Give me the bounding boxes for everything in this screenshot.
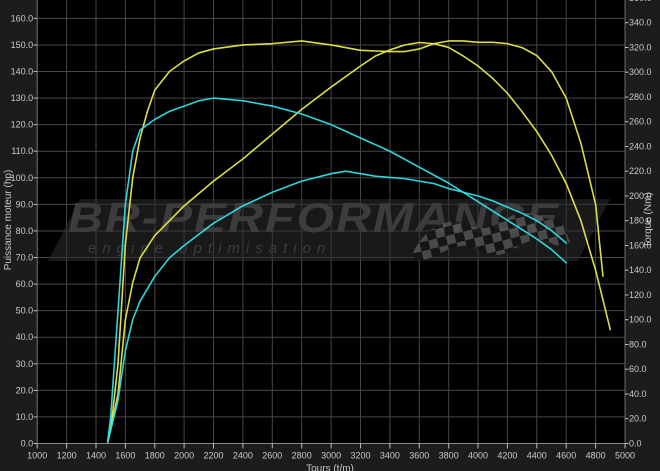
svg-text:1200: 1200 bbox=[57, 451, 77, 461]
svg-text:0.0: 0.0 bbox=[629, 439, 642, 449]
svg-text:1600: 1600 bbox=[115, 451, 135, 461]
svg-text:40.0: 40.0 bbox=[16, 332, 34, 342]
svg-text:60.0: 60.0 bbox=[629, 364, 647, 374]
svg-text:2400: 2400 bbox=[233, 451, 253, 461]
svg-text:3400: 3400 bbox=[380, 451, 400, 461]
svg-text:100.0: 100.0 bbox=[629, 315, 652, 325]
svg-text:280.0: 280.0 bbox=[629, 92, 652, 102]
svg-text:1400: 1400 bbox=[86, 451, 106, 461]
svg-text:140.0: 140.0 bbox=[629, 265, 652, 275]
svg-text:240.0: 240.0 bbox=[629, 142, 652, 152]
svg-text:70.0: 70.0 bbox=[16, 253, 34, 263]
svg-text:140.0: 140.0 bbox=[11, 67, 34, 77]
svg-text:1000: 1000 bbox=[27, 451, 47, 461]
svg-text:90.0: 90.0 bbox=[16, 199, 34, 209]
svg-text:0.0: 0.0 bbox=[21, 439, 34, 449]
svg-text:3600: 3600 bbox=[409, 451, 429, 461]
svg-text:2200: 2200 bbox=[203, 451, 223, 461]
svg-text:4800: 4800 bbox=[586, 451, 606, 461]
svg-text:4400: 4400 bbox=[527, 451, 547, 461]
svg-text:160.0: 160.0 bbox=[11, 13, 34, 23]
svg-text:50.0: 50.0 bbox=[16, 306, 34, 316]
svg-text:150.0: 150.0 bbox=[11, 40, 34, 50]
svg-text:Puissance moteur (hp): Puissance moteur (hp) bbox=[3, 170, 14, 271]
svg-text:80.0: 80.0 bbox=[629, 340, 647, 350]
svg-text:340.0: 340.0 bbox=[629, 18, 652, 28]
svg-text:3000: 3000 bbox=[321, 451, 341, 461]
svg-text:3200: 3200 bbox=[350, 451, 370, 461]
svg-text:30.0: 30.0 bbox=[16, 359, 34, 369]
svg-text:Tours (t/m): Tours (t/m) bbox=[306, 464, 354, 471]
svg-text:260.0: 260.0 bbox=[629, 117, 652, 127]
svg-text:4000: 4000 bbox=[468, 451, 488, 461]
svg-text:4200: 4200 bbox=[497, 451, 517, 461]
svg-text:Torque (Nm): Torque (Nm) bbox=[643, 192, 654, 248]
svg-text:120.0: 120.0 bbox=[11, 120, 34, 130]
svg-text:10.0: 10.0 bbox=[16, 412, 34, 422]
svg-text:1800: 1800 bbox=[145, 451, 165, 461]
svg-text:5000: 5000 bbox=[615, 451, 635, 461]
svg-text:110.0: 110.0 bbox=[11, 146, 33, 156]
svg-text:80.0: 80.0 bbox=[16, 226, 34, 236]
svg-text:100.0: 100.0 bbox=[11, 173, 34, 183]
svg-text:300.0: 300.0 bbox=[629, 67, 652, 77]
svg-text:120.0: 120.0 bbox=[629, 290, 652, 300]
svg-text:2800: 2800 bbox=[292, 451, 312, 461]
svg-text:360.0: 360.0 bbox=[629, 0, 652, 3]
svg-text:20.0: 20.0 bbox=[629, 414, 647, 424]
svg-text:220.0: 220.0 bbox=[629, 166, 652, 176]
svg-text:2600: 2600 bbox=[262, 451, 282, 461]
svg-text:3800: 3800 bbox=[439, 451, 459, 461]
svg-text:4600: 4600 bbox=[556, 451, 576, 461]
svg-text:2000: 2000 bbox=[174, 451, 194, 461]
svg-text:60.0: 60.0 bbox=[16, 279, 34, 289]
svg-text:20.0: 20.0 bbox=[16, 385, 34, 395]
svg-text:320.0: 320.0 bbox=[629, 43, 652, 53]
svg-text:130.0: 130.0 bbox=[11, 93, 34, 103]
svg-text:40.0: 40.0 bbox=[629, 389, 647, 399]
